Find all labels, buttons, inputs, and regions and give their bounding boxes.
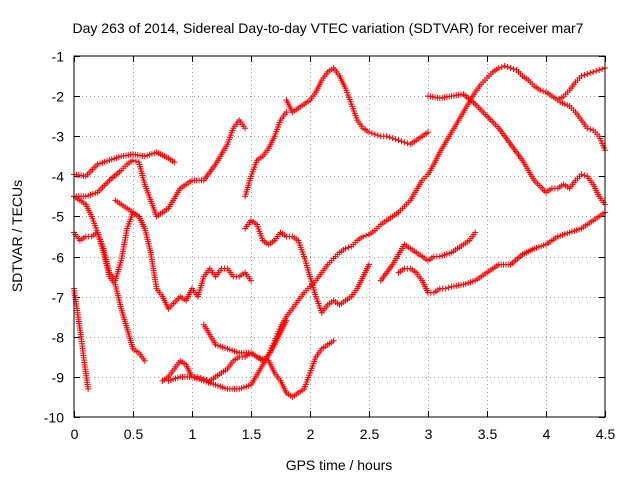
x-tick-label: 1.5 xyxy=(242,426,262,442)
data-point xyxy=(587,70,594,77)
x-tick-label: 1 xyxy=(189,426,197,442)
data-point xyxy=(262,356,269,363)
data-point xyxy=(495,65,502,72)
data-point xyxy=(596,67,603,74)
data-point xyxy=(581,72,588,79)
data-point xyxy=(581,172,588,179)
data-point xyxy=(398,138,405,145)
series-arc-7 xyxy=(159,63,608,384)
data-point xyxy=(330,337,337,344)
data-point xyxy=(366,129,372,136)
x-tick-label: 3.5 xyxy=(478,426,498,442)
data-point xyxy=(132,158,139,165)
data-point xyxy=(590,69,597,76)
data-point xyxy=(504,64,511,71)
x-tick-label: 0.5 xyxy=(124,426,144,442)
y-tick-label: -2 xyxy=(52,89,65,105)
data-point xyxy=(253,353,260,360)
series-arc-3 xyxy=(71,193,148,364)
data-point xyxy=(85,385,92,392)
y-axis: -1 -2 -3 -4 -5 -6 -7 -8 -9 -10 xyxy=(44,49,605,426)
series-arc-6 xyxy=(112,197,254,312)
series-arc-13 xyxy=(377,229,479,284)
data-point xyxy=(472,229,479,236)
data-point xyxy=(395,137,402,144)
data-point xyxy=(445,284,452,291)
grid-lines xyxy=(74,56,605,417)
data-point xyxy=(537,87,544,94)
data-point xyxy=(501,63,508,70)
data-point xyxy=(510,66,517,73)
data-point xyxy=(507,65,514,72)
data-point xyxy=(584,71,591,78)
series-arc-11 xyxy=(242,217,372,316)
data-point xyxy=(442,285,449,292)
x-tick-label: 4.5 xyxy=(596,426,616,442)
data-point xyxy=(392,136,399,143)
data-point xyxy=(242,125,249,132)
data-point xyxy=(374,132,381,139)
data-point xyxy=(283,109,290,116)
data-point xyxy=(363,232,370,239)
data-point xyxy=(587,126,594,133)
x-axis-label: GPS time / hours xyxy=(286,457,393,473)
y-axis-label: SDTVAR / TECUs xyxy=(9,180,25,292)
x-axis: 0 0.5 1 1.5 2 2.5 3 3.5 4 4.5 xyxy=(71,56,616,442)
y-tick-label: -9 xyxy=(52,370,65,386)
series-arc-8 xyxy=(200,321,337,400)
data-point xyxy=(368,130,375,137)
data-point xyxy=(540,88,547,95)
data-point xyxy=(342,245,349,252)
data-point xyxy=(578,73,585,80)
y-tick-label: -3 xyxy=(52,129,65,145)
data-point xyxy=(425,129,431,136)
x-tick-label: 2.5 xyxy=(360,426,380,442)
y-tick-label: -7 xyxy=(52,290,65,306)
y-tick-label: -6 xyxy=(52,250,65,266)
data-point xyxy=(283,317,290,324)
y-tick-label: -10 xyxy=(44,410,64,426)
series-arc-16 xyxy=(557,99,608,154)
series-arc-9 xyxy=(165,317,290,392)
data-point xyxy=(130,157,136,164)
data-points xyxy=(71,63,608,400)
chart-title: Day 263 of 2014, Sidereal Day-to-day VTE… xyxy=(73,20,584,36)
data-point xyxy=(383,133,390,140)
series-arc-4 xyxy=(71,209,148,284)
data-point xyxy=(584,125,591,132)
data-point xyxy=(593,68,600,75)
data-point xyxy=(371,131,378,138)
x-tick-label: 3 xyxy=(425,426,433,442)
data-point xyxy=(366,261,372,268)
series-arc-12 xyxy=(242,109,290,200)
data-point xyxy=(248,277,254,284)
data-point xyxy=(401,139,408,146)
y-tick-label: -4 xyxy=(52,169,65,185)
x-tick-label: 2 xyxy=(307,426,315,442)
series-arc-14 xyxy=(395,209,608,296)
series-arc-2 xyxy=(71,117,249,220)
plot-frame xyxy=(73,55,606,418)
data-point xyxy=(141,357,148,364)
y-tick-label: -8 xyxy=(52,330,65,346)
x-tick-label: 4 xyxy=(543,426,551,442)
data-point xyxy=(578,171,585,178)
series-arc-1 xyxy=(71,149,178,180)
series-arc-10 xyxy=(283,65,431,148)
data-point xyxy=(386,134,393,141)
series-arc-15 xyxy=(425,91,608,208)
data-point xyxy=(599,66,606,73)
x-tick-label: 0 xyxy=(71,426,79,442)
data-point xyxy=(389,135,396,142)
data-point xyxy=(360,233,367,240)
data-point xyxy=(171,159,178,166)
y-tick-label: -5 xyxy=(52,209,65,225)
y-tick-label: -1 xyxy=(52,49,65,65)
data-point xyxy=(256,354,263,361)
data-point xyxy=(498,64,505,71)
data-point xyxy=(345,244,352,251)
